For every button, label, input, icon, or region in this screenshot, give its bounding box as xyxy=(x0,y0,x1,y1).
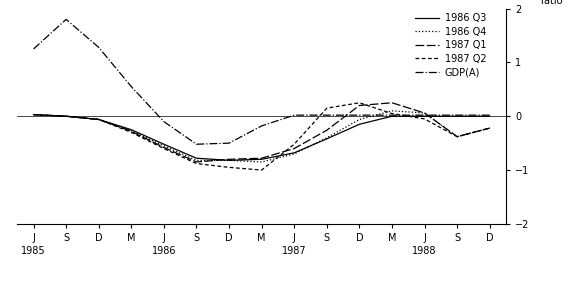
Line: 1986 Q4: 1986 Q4 xyxy=(33,111,490,162)
1987 Q2 xyxy=(258,168,265,172)
1987 Q2 xyxy=(225,166,232,169)
1986 Q3 xyxy=(291,151,298,154)
GDP(A) xyxy=(225,141,232,145)
1986 Q3 xyxy=(128,128,135,131)
1986 Q3 xyxy=(30,113,37,116)
1986 Q4 xyxy=(225,159,232,162)
1986 Q3 xyxy=(258,158,265,161)
1986 Q4 xyxy=(486,126,493,130)
GDP(A) xyxy=(30,47,37,51)
1986 Q4 xyxy=(323,136,330,139)
1987 Q1 xyxy=(323,129,330,132)
1987 Q2 xyxy=(389,112,396,115)
1986 Q3 xyxy=(63,115,70,118)
1986 Q3 xyxy=(323,137,330,141)
Text: ratio: ratio xyxy=(540,0,563,6)
1986 Q4 xyxy=(356,118,363,121)
1986 Q3 xyxy=(160,143,167,146)
1987 Q1 xyxy=(258,156,265,160)
GDP(A) xyxy=(128,85,135,88)
1986 Q4 xyxy=(389,109,396,113)
1987 Q2 xyxy=(356,101,363,104)
1986 Q3 xyxy=(486,115,493,118)
GDP(A) xyxy=(193,143,200,146)
Line: GDP(A): GDP(A) xyxy=(33,20,490,144)
1986 Q4 xyxy=(291,152,298,156)
1987 Q2 xyxy=(454,135,461,138)
GDP(A) xyxy=(258,124,265,128)
1986 Q4 xyxy=(160,144,167,148)
Text: 1988: 1988 xyxy=(412,247,437,256)
Text: 1987: 1987 xyxy=(282,247,306,256)
1986 Q3 xyxy=(389,115,396,118)
1986 Q3 xyxy=(421,115,428,118)
1986 Q4 xyxy=(454,135,461,138)
1987 Q2 xyxy=(160,147,167,150)
Text: 1986: 1986 xyxy=(152,247,176,256)
GDP(A) xyxy=(95,46,102,49)
1987 Q1 xyxy=(291,147,298,150)
GDP(A) xyxy=(160,120,167,123)
1986 Q3 xyxy=(193,156,200,160)
1986 Q4 xyxy=(63,115,70,118)
1987 Q1 xyxy=(356,104,363,107)
1987 Q1 xyxy=(454,135,461,138)
1987 Q1 xyxy=(225,158,232,161)
GDP(A) xyxy=(454,113,461,117)
1987 Q2 xyxy=(193,162,200,165)
1987 Q1 xyxy=(421,111,428,115)
1987 Q2 xyxy=(30,113,37,116)
1987 Q2 xyxy=(486,126,493,130)
GDP(A) xyxy=(389,113,396,117)
1987 Q2 xyxy=(291,143,298,146)
1986 Q4 xyxy=(30,113,37,116)
Text: 1985: 1985 xyxy=(21,247,46,256)
1986 Q4 xyxy=(421,111,428,115)
1987 Q1 xyxy=(389,101,396,104)
1986 Q3 xyxy=(356,123,363,126)
1986 Q4 xyxy=(95,118,102,121)
GDP(A) xyxy=(63,18,70,21)
GDP(A) xyxy=(323,113,330,117)
1987 Q1 xyxy=(63,115,70,118)
1987 Q1 xyxy=(30,113,37,116)
GDP(A) xyxy=(356,113,363,117)
1987 Q2 xyxy=(421,117,428,121)
1986 Q3 xyxy=(95,118,102,121)
1986 Q4 xyxy=(258,160,265,164)
1987 Q2 xyxy=(128,131,135,134)
Line: 1987 Q2: 1987 Q2 xyxy=(33,103,490,170)
GDP(A) xyxy=(291,113,298,117)
1987 Q2 xyxy=(95,118,102,121)
1987 Q1 xyxy=(95,118,102,121)
Line: 1987 Q1: 1987 Q1 xyxy=(33,103,490,162)
1986 Q4 xyxy=(128,129,135,133)
GDP(A) xyxy=(486,113,493,117)
GDP(A) xyxy=(421,113,428,117)
1987 Q1 xyxy=(193,160,200,164)
1987 Q2 xyxy=(63,115,70,118)
1987 Q2 xyxy=(323,106,330,110)
1987 Q1 xyxy=(160,146,167,149)
Legend: 1986 Q3, 1986 Q4, 1987 Q1, 1987 Q2, GDP(A): 1986 Q3, 1986 Q4, 1987 Q1, 1987 Q2, GDP(… xyxy=(415,13,486,77)
1986 Q3 xyxy=(225,159,232,162)
1987 Q1 xyxy=(128,130,135,133)
1987 Q1 xyxy=(486,126,493,130)
Line: 1986 Q3: 1986 Q3 xyxy=(33,115,490,160)
1986 Q4 xyxy=(193,159,200,162)
1986 Q3 xyxy=(454,115,461,118)
